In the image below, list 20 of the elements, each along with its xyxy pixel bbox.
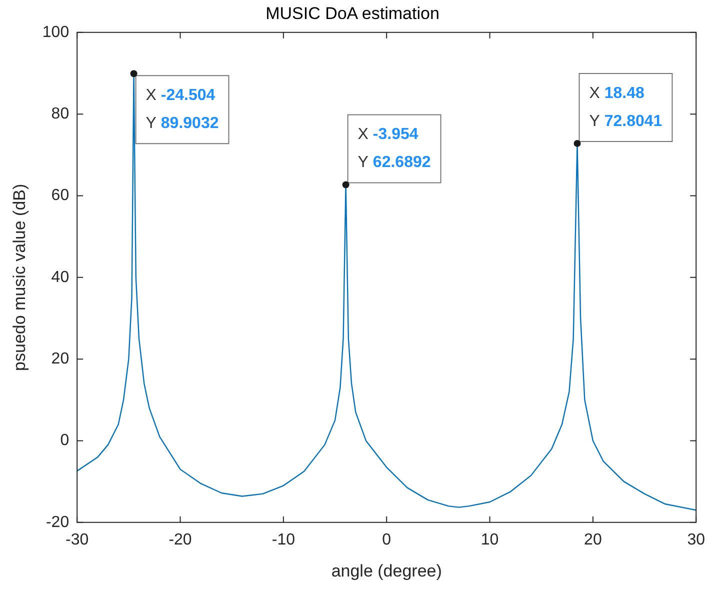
x-tick-label: 30 [687,531,706,548]
y-tick-label: 40 [51,268,70,286]
x-tick-label: -10 [272,531,296,548]
annotation: X -24.504 Y 89.9032 [146,87,219,132]
x-tick-label: 0 [382,531,392,548]
x-tick-label: -30 [66,531,89,548]
y-tick-label: 20 [51,350,70,368]
y-tick-label: -20 [46,514,70,531]
x-axis-title: angle (degree) [331,561,442,580]
annotation: X -3.954 Y 62.6892 [358,126,431,172]
x-tick-label: 10 [480,531,499,548]
y-axis-title: psuedo music value (dB) [10,184,29,371]
x-tick-label: -20 [168,531,192,548]
x-tick-label: 20 [584,531,602,548]
chart-title: MUSIC DoA estimation [266,4,440,23]
annotation: X 18.48 Y 72.8041 [589,84,662,130]
y-tick-label: 80 [51,105,70,122]
y-tick-label: 60 [51,187,70,204]
y-tick-label: 0 [60,432,70,450]
y-tick-label: 100 [42,24,70,41]
